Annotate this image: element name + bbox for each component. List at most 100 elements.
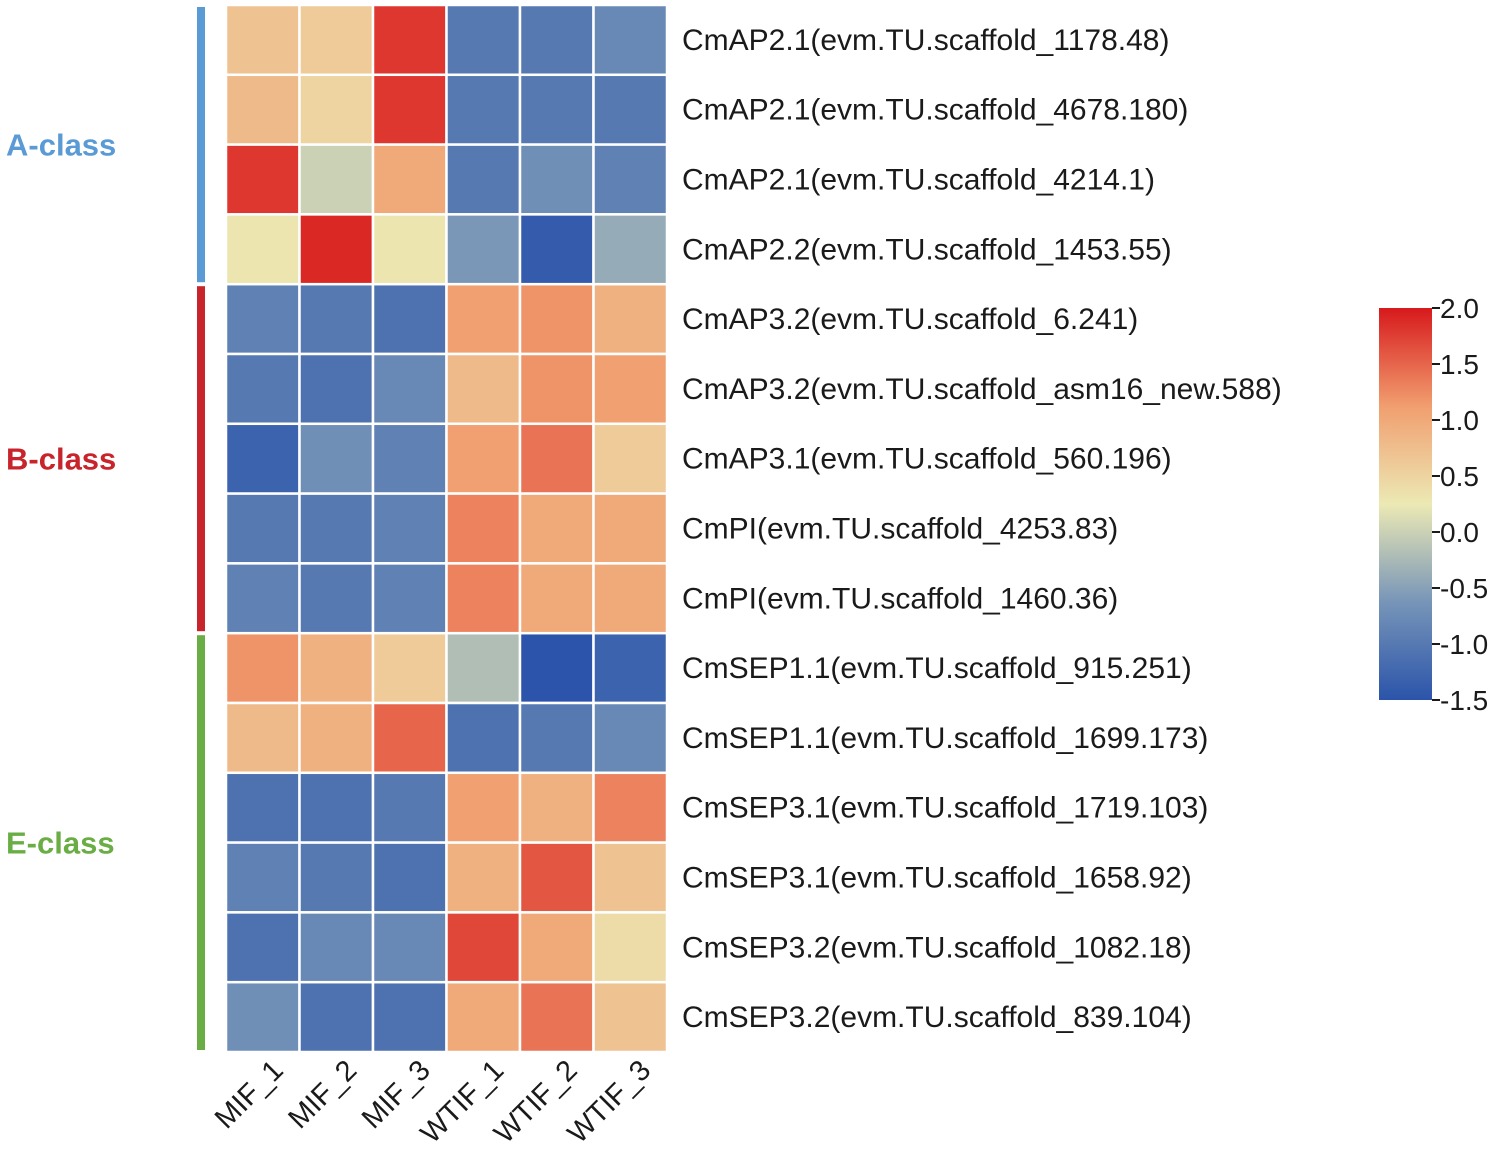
heatmap-cell bbox=[592, 701, 669, 775]
heatmap-cell bbox=[298, 352, 375, 426]
heatmap-cell bbox=[445, 492, 522, 565]
heatmap-cell bbox=[224, 213, 301, 286]
heatmap-cell bbox=[298, 911, 375, 984]
row-label: CmAP2.1(evm.TU.scaffold_1178.48) bbox=[682, 24, 1169, 57]
row-label: CmAP3.2(evm.TU.scaffold_asm16_new.588) bbox=[682, 373, 1282, 406]
heatmap-cell bbox=[445, 73, 522, 146]
heatmap-cell bbox=[518, 213, 595, 286]
column-label: WTIF_3 bbox=[562, 1054, 658, 1150]
colorbar-tick-label: -1.5 bbox=[1440, 685, 1488, 716]
heatmap-cell bbox=[224, 841, 301, 914]
heatmap-cell bbox=[371, 562, 448, 635]
heatmap-cell bbox=[298, 562, 375, 635]
heatmap-cell bbox=[371, 631, 448, 705]
heatmap-cell bbox=[371, 492, 448, 565]
heatmap-cell bbox=[371, 911, 448, 984]
heatmap-cell bbox=[445, 213, 522, 286]
heatmap-cell bbox=[224, 73, 301, 146]
heatmap-cell bbox=[592, 143, 669, 216]
heatmap-cell bbox=[518, 143, 595, 216]
heatmap-cell bbox=[224, 771, 301, 844]
heatmap-cell bbox=[298, 3, 375, 77]
heatmap-cell bbox=[224, 492, 301, 565]
colorbar-ticks: 2.0 1.5 1.0 0.5 0.0 -0.5 -1.0 -1.5 bbox=[1432, 293, 1488, 716]
heatmap-cell bbox=[445, 701, 522, 775]
heatmap-cell bbox=[224, 352, 301, 426]
heatmap-cell bbox=[371, 841, 448, 914]
group-label: B-class bbox=[6, 442, 116, 477]
heatmap-cell bbox=[224, 562, 301, 635]
heatmap-cell bbox=[298, 631, 375, 705]
row-label: CmSEP3.1(evm.TU.scaffold_1719.103) bbox=[682, 792, 1208, 825]
group-bars: A-class B-class E-class bbox=[6, 7, 205, 1050]
heatmap-cell bbox=[592, 562, 669, 635]
heatmap-cell bbox=[592, 352, 669, 426]
heatmap-cell bbox=[592, 841, 669, 914]
heatmap-cell bbox=[592, 213, 669, 286]
heatmap-cell bbox=[518, 73, 595, 146]
heatmap-cell bbox=[518, 771, 595, 844]
heatmap-cell bbox=[371, 701, 448, 775]
heatmap-cell bbox=[371, 352, 448, 426]
heatmap-cell bbox=[592, 422, 669, 495]
heatmap-cell bbox=[298, 701, 375, 775]
heatmap-cell bbox=[592, 911, 669, 984]
heatmap-cell bbox=[592, 771, 669, 844]
heatmap-cell bbox=[518, 841, 595, 914]
heatmap-cell bbox=[592, 73, 669, 146]
group-bar bbox=[197, 7, 205, 283]
heatmap-cell bbox=[592, 492, 669, 565]
heatmap-cell bbox=[298, 282, 375, 356]
heatmap-cell bbox=[445, 282, 522, 356]
row-label: CmSEP1.1(evm.TU.scaffold_1699.173) bbox=[682, 722, 1208, 755]
heatmap-cell bbox=[371, 3, 448, 77]
heatmap-cell bbox=[518, 352, 595, 426]
heatmap-cell bbox=[298, 73, 375, 146]
row-label: CmSEP1.1(evm.TU.scaffold_915.251) bbox=[682, 652, 1192, 685]
heatmap-cell bbox=[445, 3, 522, 77]
heatmap-cell bbox=[371, 422, 448, 495]
row-label: CmAP2.1(evm.TU.scaffold_4678.180) bbox=[682, 94, 1188, 127]
heatmap-cell bbox=[371, 282, 448, 356]
heatmap-cell bbox=[298, 422, 375, 495]
row-label: CmSEP3.2(evm.TU.scaffold_839.104) bbox=[682, 1001, 1192, 1034]
heatmap-cell bbox=[371, 143, 448, 216]
group-label: A-class bbox=[6, 128, 116, 163]
colorbar-tick-label: -1.0 bbox=[1440, 629, 1488, 660]
heatmap-cell bbox=[224, 3, 301, 77]
colorbar-tick-label: 0.5 bbox=[1440, 461, 1479, 492]
heatmap-cell bbox=[445, 562, 522, 635]
heatmap-cell bbox=[592, 980, 669, 1054]
heatmap-cell bbox=[371, 73, 448, 146]
heatmap-cell bbox=[518, 282, 595, 356]
column-label: MIF_2 bbox=[282, 1054, 363, 1135]
heatmap-cell bbox=[224, 422, 301, 495]
heatmap-cell bbox=[518, 631, 595, 705]
row-label: CmAP2.1(evm.TU.scaffold_4214.1) bbox=[682, 164, 1155, 197]
heatmap-cell bbox=[445, 631, 522, 705]
heatmap-cell bbox=[298, 213, 375, 286]
heatmap-cell bbox=[224, 911, 301, 984]
colorbar-tick-label: -0.5 bbox=[1440, 573, 1488, 604]
group-label: E-class bbox=[6, 826, 115, 861]
colorbar: 2.0 1.5 1.0 0.5 0.0 -0.5 -1.0 -1.5 bbox=[1379, 293, 1488, 716]
row-label: CmAP3.1(evm.TU.scaffold_560.196) bbox=[682, 443, 1172, 476]
heatmap-cell bbox=[445, 771, 522, 844]
row-label: CmSEP3.1(evm.TU.scaffold_1658.92) bbox=[682, 862, 1192, 895]
row-label: CmPI(evm.TU.scaffold_4253.83) bbox=[682, 513, 1118, 546]
heatmap-cell bbox=[298, 771, 375, 844]
heatmap-cell bbox=[224, 282, 301, 356]
heatmap-cell bbox=[224, 980, 301, 1054]
heatmap-cell bbox=[445, 143, 522, 216]
heatmap-cell bbox=[224, 143, 301, 216]
group-bar bbox=[197, 635, 205, 1050]
heatmap-cell bbox=[518, 562, 595, 635]
colorbar-tick-label: 1.0 bbox=[1440, 405, 1479, 436]
column-label: MIF_1 bbox=[209, 1054, 290, 1135]
row-labels: CmAP2.1(evm.TU.scaffold_1178.48) CmAP2.1(… bbox=[682, 24, 1282, 1034]
heatmap-cell bbox=[298, 841, 375, 914]
heatmap-cell bbox=[518, 911, 595, 984]
colorbar-tick-label: 2.0 bbox=[1440, 293, 1479, 324]
